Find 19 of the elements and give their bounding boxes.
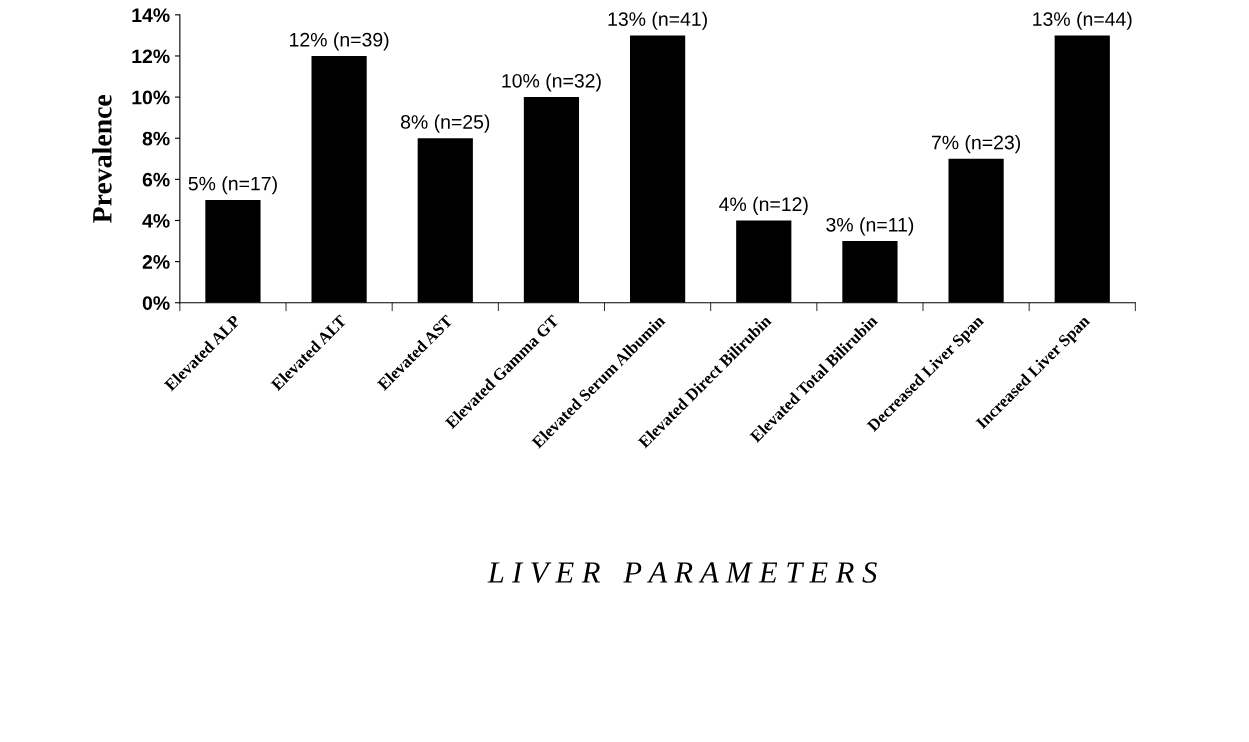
data-label: 3% (n=11) xyxy=(826,217,914,236)
y-tick-label: 6% xyxy=(142,172,170,187)
data-label: 13% (n=44) xyxy=(1033,11,1132,30)
data-label: 13% (n=41) xyxy=(608,11,707,30)
y-tick-label: 12% xyxy=(132,49,170,64)
data-label: 4% (n=12) xyxy=(719,196,808,215)
x-axis-title: L I V E R P A R A M E T E R S xyxy=(487,562,877,583)
data-label: 12% (n=39) xyxy=(290,32,389,51)
y-tick-label: 4% xyxy=(142,214,170,228)
data-label: 8% (n=25) xyxy=(400,114,490,133)
data-label: 7% (n=23) xyxy=(931,135,1021,154)
y-axis-title: Prevalence xyxy=(92,94,112,223)
y-tick-label: 0% xyxy=(142,296,170,310)
y-tick-label: 8% xyxy=(142,131,170,146)
data-label: 5% (n=17) xyxy=(188,176,277,195)
y-tick-label: 2% xyxy=(142,255,170,269)
y-tick-label: 14% xyxy=(132,8,170,23)
data-label: 10% (n=32) xyxy=(502,73,601,92)
y-tick-label: 10% xyxy=(132,90,170,105)
